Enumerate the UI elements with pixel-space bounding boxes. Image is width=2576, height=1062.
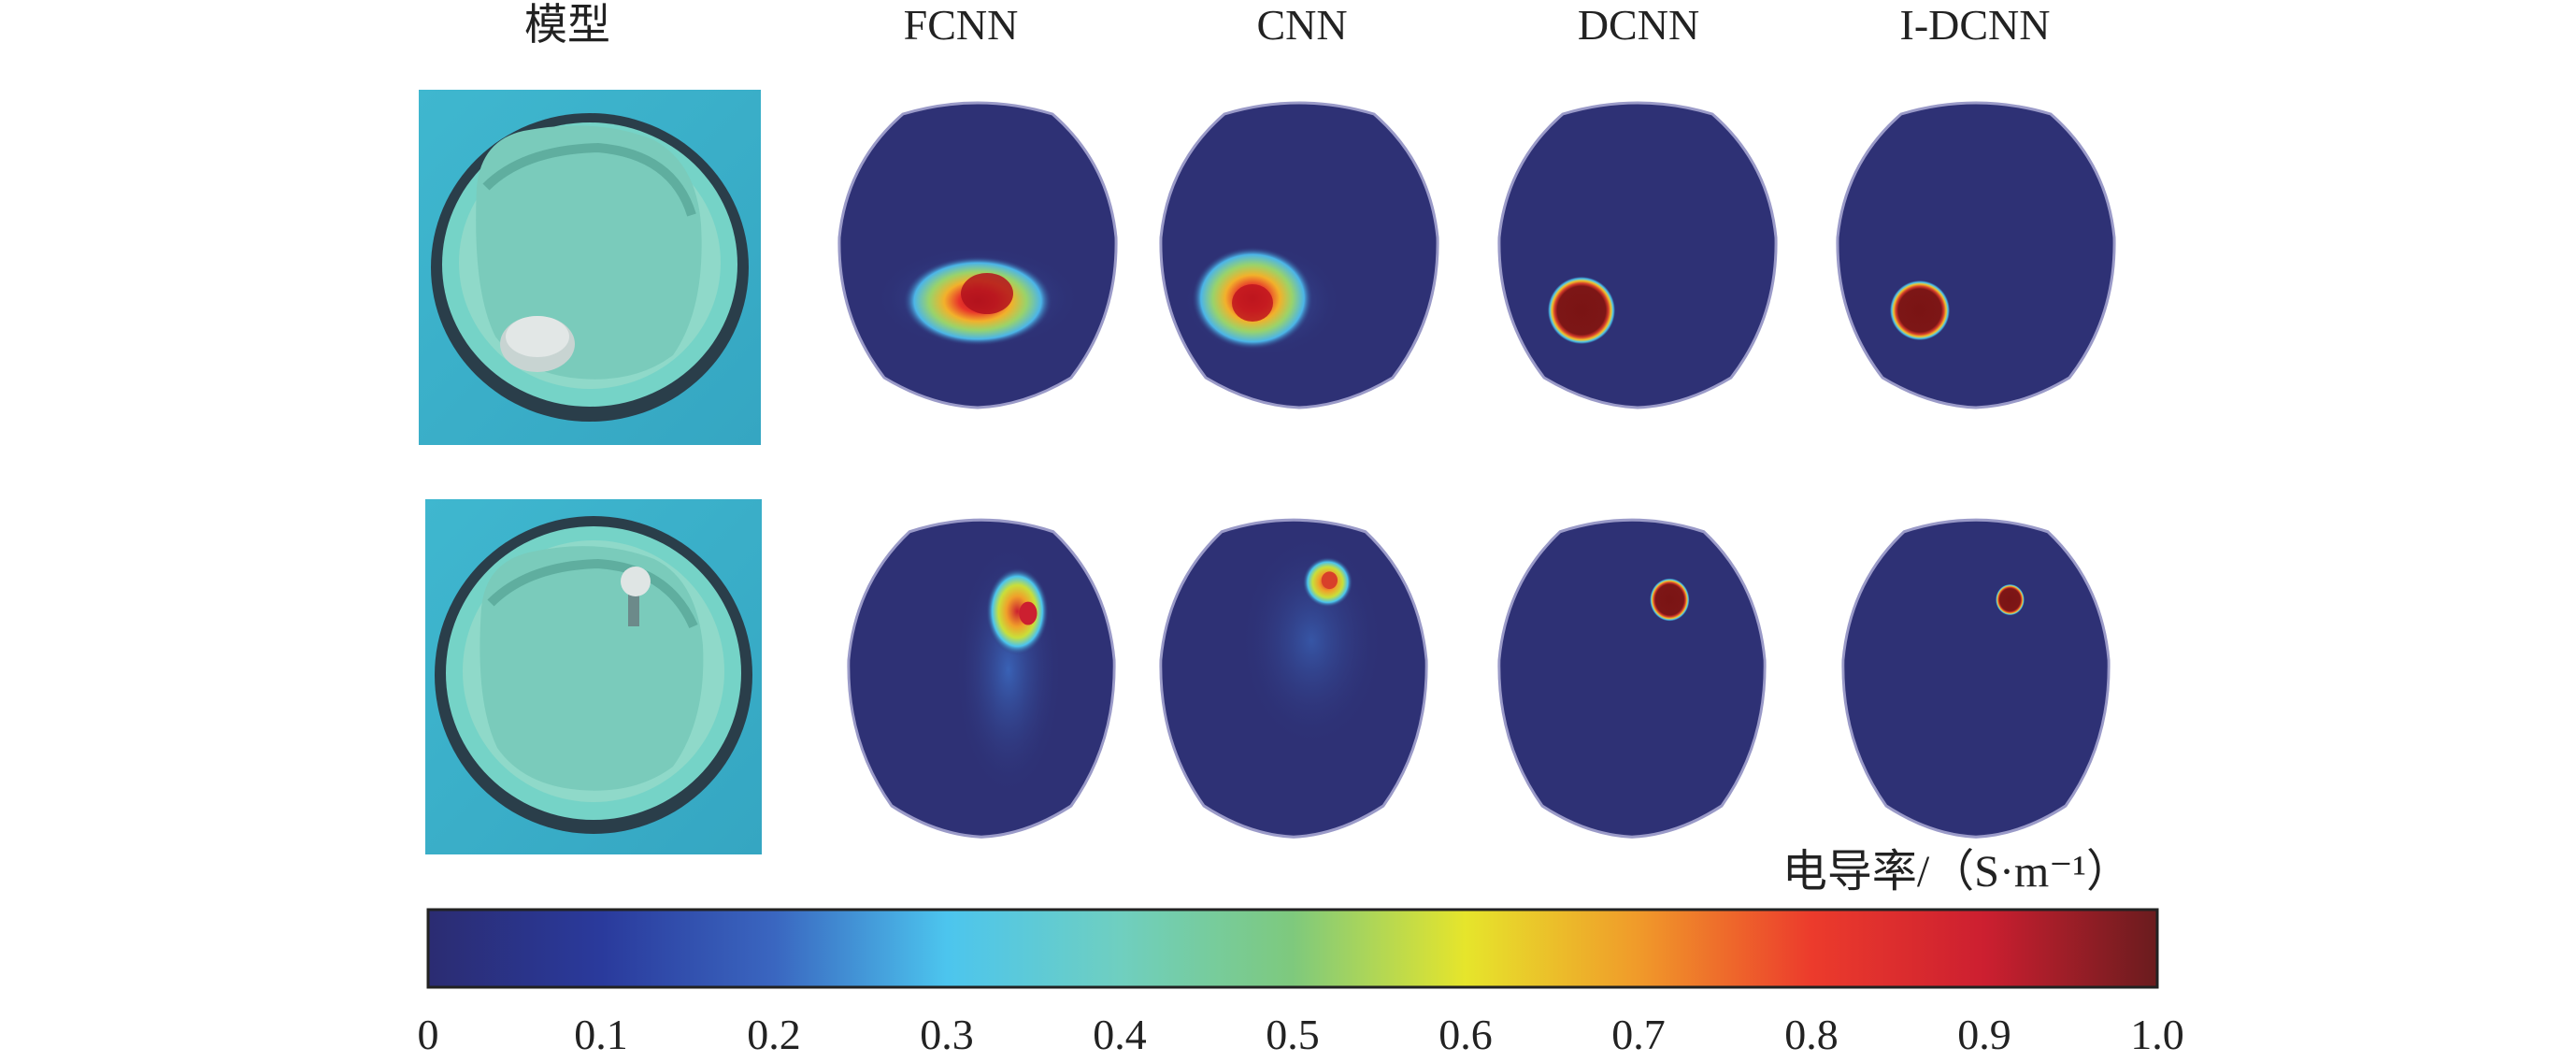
colorbar-tick-label: 0.8 xyxy=(1784,1011,1839,1058)
fcnn-reconstruction-row1 xyxy=(837,101,1118,409)
colorbar-tick-label: 0.7 xyxy=(1611,1011,1666,1058)
column-header-dcnn: DCNN xyxy=(1578,1,1699,49)
idcnn-reconstruction-row1 xyxy=(1836,101,2116,409)
colorbar-tick-label: 0.1 xyxy=(574,1011,628,1058)
colorbar-label: 电导率/（S·m⁻¹） xyxy=(1782,847,2131,897)
idcnn-reconstruction-row2 xyxy=(1841,518,2111,839)
colorbar-tick-label: 0.4 xyxy=(1093,1011,1147,1058)
colorbar-tick-label: 1.0 xyxy=(2130,1011,2184,1058)
column-header-idcnn: I-DCNN xyxy=(1900,1,2051,49)
fcnn-reconstruction-row2 xyxy=(847,518,1116,839)
dcnn-reconstruction-row2 xyxy=(1497,518,1767,839)
column-header-cnn: CNN xyxy=(1256,1,1347,49)
column-header-fcnn: FCNN xyxy=(904,1,1019,49)
colorbar-tick-label: 0.2 xyxy=(747,1011,801,1058)
dcnn-reconstruction-row1 xyxy=(1497,101,1778,409)
cnn-reconstruction-row1 xyxy=(1159,101,1439,409)
colorbar-tick-label: 0 xyxy=(418,1011,439,1058)
colorbar xyxy=(426,908,2159,989)
colorbar-ticks: 0 0.1 0.2 0.3 0.4 0.5 0.6 0.7 0.8 0.9 1.0 xyxy=(418,1011,2184,1058)
colorbar-tick-label: 0.5 xyxy=(1266,1011,1320,1058)
model-photo-row2 xyxy=(425,499,762,854)
cnn-reconstruction-row2 xyxy=(1159,518,1428,839)
colorbar-tick-label: 0.9 xyxy=(1957,1011,2011,1058)
column-header-model: 模型 xyxy=(524,1,610,49)
colorbar-tick-label: 0.3 xyxy=(920,1011,974,1058)
model-photo-row1 xyxy=(419,90,761,445)
colorbar-tick-label: 0.6 xyxy=(1438,1011,1493,1058)
